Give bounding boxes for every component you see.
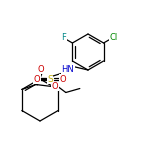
Text: F: F	[61, 33, 66, 43]
Text: HN: HN	[62, 64, 74, 74]
Text: O: O	[60, 74, 66, 83]
Text: O: O	[52, 82, 58, 91]
Text: O: O	[34, 74, 40, 83]
Text: S: S	[47, 74, 53, 83]
Text: Cl: Cl	[110, 33, 118, 41]
Text: O: O	[38, 65, 44, 74]
